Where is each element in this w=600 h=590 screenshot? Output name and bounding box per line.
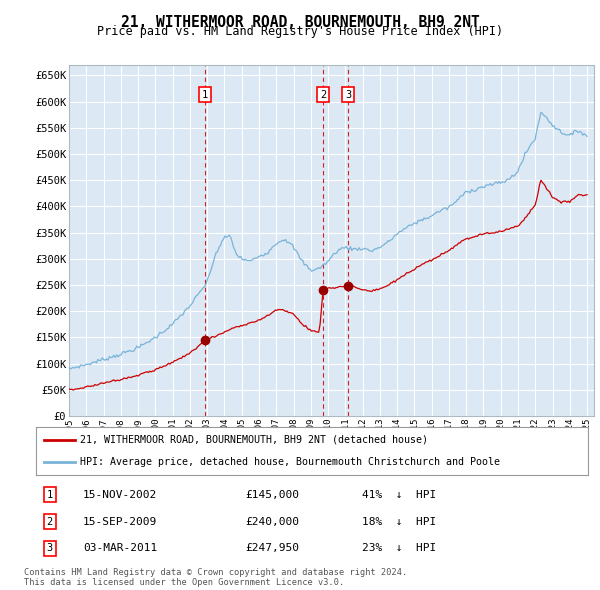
Text: £247,950: £247,950 [246,543,300,553]
Text: 18%  ↓  HPI: 18% ↓ HPI [362,517,436,526]
Text: 21, WITHERMOOR ROAD, BOURNEMOUTH, BH9 2NT (detached house): 21, WITHERMOOR ROAD, BOURNEMOUTH, BH9 2N… [80,435,428,445]
Text: 23%  ↓  HPI: 23% ↓ HPI [362,543,436,553]
Text: £145,000: £145,000 [246,490,300,500]
Text: Price paid vs. HM Land Registry's House Price Index (HPI): Price paid vs. HM Land Registry's House … [97,25,503,38]
Text: 21, WITHERMOOR ROAD, BOURNEMOUTH, BH9 2NT: 21, WITHERMOOR ROAD, BOURNEMOUTH, BH9 2N… [121,15,479,30]
Text: 15-SEP-2009: 15-SEP-2009 [83,517,157,526]
Text: Contains HM Land Registry data © Crown copyright and database right 2024.
This d: Contains HM Land Registry data © Crown c… [24,568,407,587]
Text: 41%  ↓  HPI: 41% ↓ HPI [362,490,436,500]
Text: 3: 3 [47,543,53,553]
Text: 1: 1 [47,490,53,500]
Text: 3: 3 [345,90,352,100]
Text: £240,000: £240,000 [246,517,300,526]
Text: 2: 2 [320,90,326,100]
Text: 03-MAR-2011: 03-MAR-2011 [83,543,157,553]
Text: 15-NOV-2002: 15-NOV-2002 [83,490,157,500]
Text: 1: 1 [202,90,208,100]
Text: HPI: Average price, detached house, Bournemouth Christchurch and Poole: HPI: Average price, detached house, Bour… [80,457,500,467]
Text: 2: 2 [47,517,53,526]
